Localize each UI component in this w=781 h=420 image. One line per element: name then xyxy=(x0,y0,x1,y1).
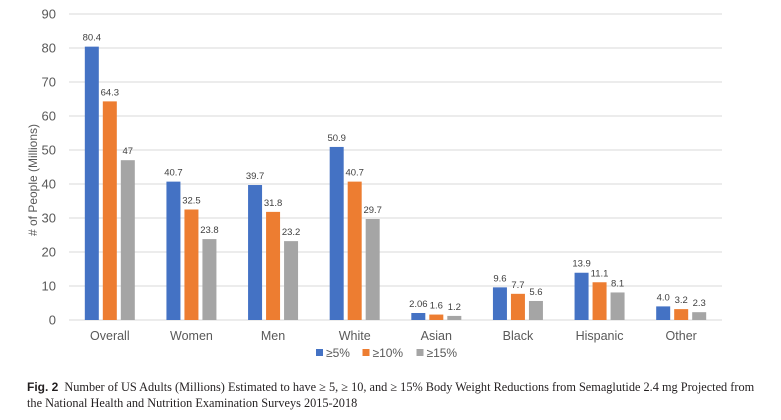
bars xyxy=(84,46,707,320)
x-category-label: Black xyxy=(503,329,534,343)
bar-asian-series-0 xyxy=(411,312,426,320)
bar-men-series-0 xyxy=(248,185,263,320)
data-label: 64.3 xyxy=(101,87,120,98)
data-label: 2.06 xyxy=(409,299,428,310)
legend: ≥5% ≥10% ≥15% xyxy=(316,346,457,360)
bar-overall-series-0 xyxy=(84,46,99,320)
data-label: 32.5 xyxy=(182,196,201,207)
data-label: 29.7 xyxy=(363,205,382,216)
data-label: 4.0 xyxy=(657,292,670,303)
bar-women-series-0 xyxy=(166,181,181,320)
legend-label: ≥15% xyxy=(427,346,458,360)
bar-other-series-0 xyxy=(656,306,671,320)
legend-swatch xyxy=(316,349,323,356)
x-category-label: Men xyxy=(261,329,285,343)
bar-black-series-1 xyxy=(510,293,525,320)
y-tick-label: 30 xyxy=(42,211,56,226)
bar-women-series-1 xyxy=(184,209,199,320)
x-category-label: Asian xyxy=(421,329,452,343)
data-label: 23.2 xyxy=(282,227,301,238)
bar-black-series-2 xyxy=(528,300,543,320)
x-category-label: Women xyxy=(170,329,213,343)
y-tick-label: 20 xyxy=(42,245,56,260)
bar-men-series-1 xyxy=(266,211,281,320)
data-labels: 80.4 64.3 47 40.7 32.5 23.8 39.7 31.8 23.2 50.9 40… xyxy=(83,33,706,313)
bar-overall-series-1 xyxy=(102,101,117,320)
data-label: 80.4 xyxy=(83,33,102,44)
legend-swatch xyxy=(416,349,424,356)
y-tick-label: 80 xyxy=(42,41,56,56)
bar-asian-series-2 xyxy=(447,315,462,320)
bar-white-series-2 xyxy=(365,219,380,320)
y-axis-label: # of People (Millions) xyxy=(26,124,40,236)
bar-chart: 0 10 20 30 40 50 60 70 80 90 # of People (Million… xyxy=(26,7,722,360)
x-axis-categories: Overall Women Men White Asian Black Hispanic Ot… xyxy=(90,329,697,343)
data-label: 2.3 xyxy=(693,298,706,309)
x-category-label: White xyxy=(339,329,371,343)
bar-white-series-1 xyxy=(347,181,362,320)
data-label: 13.9 xyxy=(572,259,591,270)
y-tick-label: 90 xyxy=(42,7,56,22)
bar-hispanic-series-0 xyxy=(574,272,589,320)
data-label: 47 xyxy=(123,146,134,157)
data-label: 31.8 xyxy=(264,198,283,209)
data-label: 23.8 xyxy=(200,225,219,236)
bar-hispanic-series-1 xyxy=(592,282,607,320)
bar-white-series-0 xyxy=(329,146,344,320)
data-label: 7.7 xyxy=(511,280,524,291)
bar-black-series-0 xyxy=(492,287,507,320)
bar-men-series-2 xyxy=(284,241,299,320)
data-label: 5.6 xyxy=(529,287,542,298)
y-tick-label: 70 xyxy=(42,75,56,90)
legend-swatch xyxy=(362,349,370,356)
data-label: 39.7 xyxy=(246,171,265,182)
bar-asian-series-1 xyxy=(429,314,444,320)
legend-label: ≥5% xyxy=(326,346,350,360)
bar-other-series-2 xyxy=(692,312,707,320)
data-label: 9.6 xyxy=(493,273,506,284)
bar-hispanic-series-2 xyxy=(610,292,625,320)
data-label: 50.9 xyxy=(327,133,346,144)
caption-text: Number of US Adults (Millions) Estimated… xyxy=(27,380,755,410)
y-tick-label: 60 xyxy=(42,109,56,124)
y-axis-ticks: 0 10 20 30 40 50 60 70 80 90 xyxy=(42,7,56,328)
y-tick-label: 10 xyxy=(42,279,56,294)
x-category-label: Hispanic xyxy=(576,329,624,343)
y-tick-label: 40 xyxy=(42,177,56,192)
y-tick-label: 0 xyxy=(49,313,56,328)
data-label: 8.1 xyxy=(611,278,624,289)
data-label: 11.1 xyxy=(591,268,609,279)
data-label: 1.6 xyxy=(430,301,443,312)
figure-label: Fig. 2 xyxy=(27,380,59,394)
data-label: 40.7 xyxy=(164,168,183,179)
data-label: 3.2 xyxy=(675,295,688,306)
x-category-label: Other xyxy=(666,329,697,343)
data-label: 1.2 xyxy=(448,302,461,313)
legend-label: ≥10% xyxy=(373,346,404,360)
y-tick-label: 50 xyxy=(42,143,56,158)
bar-women-series-2 xyxy=(202,239,217,320)
x-category-label: Overall xyxy=(90,329,130,343)
data-label: 40.7 xyxy=(345,168,364,179)
bar-other-series-1 xyxy=(674,309,689,320)
figure-caption: Fig. 2 Number of US Adults (Millions) Est… xyxy=(27,379,767,411)
bar-overall-series-2 xyxy=(120,160,135,320)
